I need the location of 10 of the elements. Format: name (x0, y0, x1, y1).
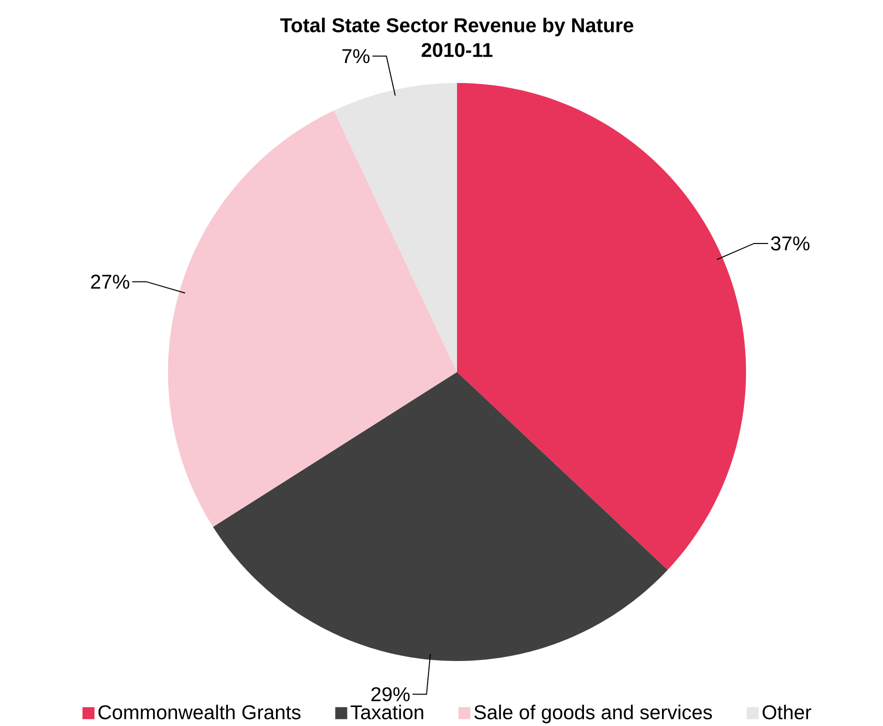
data-label: 29% (371, 687, 410, 702)
data-label: 37% (771, 236, 810, 250)
legend-label: Sale of goods and services (474, 704, 712, 724)
chart-title: Total State Sector Revenue by Nature (280, 18, 634, 36)
data-label: 27% (91, 274, 130, 289)
legend-label: Taxation (350, 704, 424, 720)
legend-label: Other (762, 704, 812, 720)
chart-subtitle: 2010-11 (422, 42, 492, 58)
data-label: 7% (342, 49, 370, 64)
legend-label: Commonwealth Grants (98, 704, 300, 720)
